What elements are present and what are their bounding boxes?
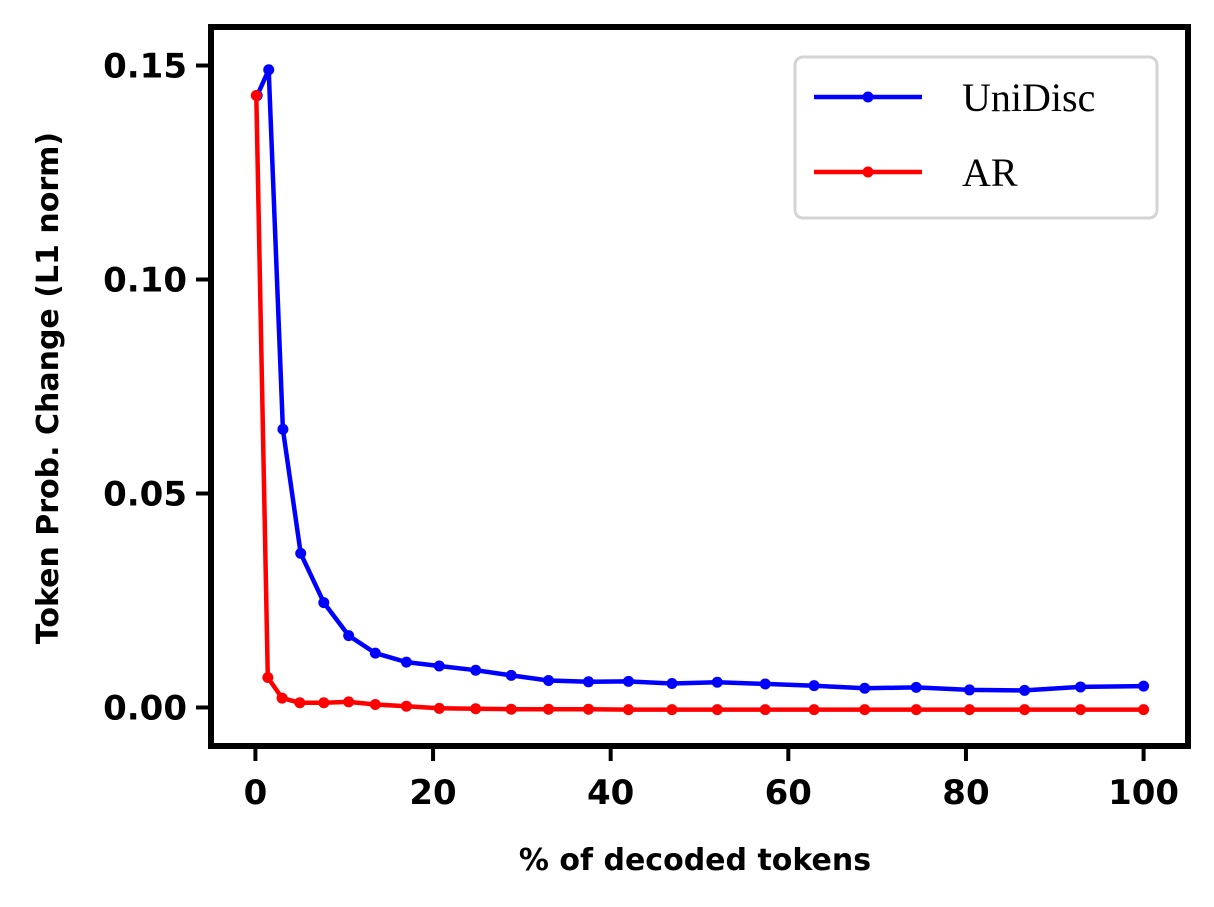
- data-point-unidisc: [295, 547, 307, 559]
- data-point-ar: [1075, 704, 1087, 716]
- data-point-ar: [910, 704, 922, 716]
- data-point-ar: [262, 672, 274, 684]
- data-point-unidisc: [964, 684, 976, 696]
- y-tick-label: 0.10: [103, 261, 187, 301]
- data-point-unidisc: [318, 597, 330, 609]
- data-point-unidisc: [582, 676, 594, 688]
- data-point-ar: [582, 703, 594, 715]
- data-point-unidisc: [263, 64, 275, 76]
- data-point-unidisc: [277, 423, 289, 435]
- data-point-ar: [505, 703, 517, 715]
- data-point-ar: [250, 89, 262, 101]
- y-tick-label: 0.00: [103, 688, 187, 728]
- data-point-unidisc: [1019, 684, 1031, 696]
- x-tick-label: 80: [942, 773, 989, 813]
- data-point-unidisc: [470, 664, 482, 676]
- data-point-ar: [470, 703, 482, 715]
- data-point-unidisc: [759, 678, 771, 690]
- data-point-unidisc: [622, 675, 634, 687]
- data-point-ar: [276, 692, 288, 704]
- x-tick-label: 60: [765, 773, 812, 813]
- data-point-unidisc: [433, 660, 445, 672]
- data-point-ar: [759, 704, 771, 716]
- y-axis-label: Token Prob. Change (L1 norm): [31, 132, 66, 644]
- data-point-unidisc: [910, 681, 922, 693]
- x-axis-label: % of decoded tokens: [519, 843, 871, 878]
- x-tick-label: 100: [1108, 773, 1179, 813]
- legend: UniDisc AR: [793, 55, 1159, 220]
- x-tick-label: 20: [409, 773, 456, 813]
- plot-area: [250, 64, 1150, 716]
- x-axis: 0 20 40 60 80 100: [244, 749, 1179, 813]
- data-point-ar: [369, 698, 381, 710]
- y-tick-label: 0.05: [103, 474, 187, 514]
- data-point-ar: [859, 704, 871, 716]
- data-point-ar: [318, 697, 330, 709]
- data-point-unidisc: [1075, 681, 1087, 693]
- data-point-ar: [711, 704, 723, 716]
- data-point-unidisc: [400, 656, 412, 668]
- data-point-unidisc: [543, 675, 555, 687]
- data-point-ar: [400, 700, 412, 712]
- data-point-unidisc: [343, 630, 355, 642]
- data-point-ar: [1019, 704, 1031, 716]
- data-point-ar: [294, 697, 306, 709]
- data-point-ar: [433, 702, 445, 714]
- data-point-unidisc: [859, 682, 871, 694]
- series-line-unidisc: [255, 67, 1144, 693]
- legend-label-ar: AR: [962, 150, 1018, 195]
- data-point-ar: [666, 704, 678, 716]
- legend-marker-ar: [862, 166, 874, 178]
- data-point-ar: [343, 696, 355, 708]
- data-point-unidisc: [666, 678, 678, 690]
- data-point-unidisc: [808, 680, 820, 692]
- legend-marker-unidisc: [862, 91, 874, 103]
- data-point-unidisc: [1138, 680, 1150, 692]
- legend-label-unidisc: UniDisc: [962, 75, 1095, 120]
- data-point-ar: [808, 704, 820, 716]
- data-point-ar: [964, 704, 976, 716]
- x-tick-label: 0: [244, 773, 268, 813]
- axes-frame: [208, 24, 1191, 749]
- data-point-ar: [543, 703, 555, 715]
- data-point-ar: [1138, 704, 1150, 716]
- data-point-unidisc: [369, 647, 381, 659]
- x-tick-label: 40: [587, 773, 634, 813]
- data-point-unidisc: [711, 676, 723, 688]
- data-point-unidisc: [505, 669, 517, 681]
- y-tick-label: 0.15: [103, 47, 187, 87]
- data-point-ar: [622, 704, 634, 716]
- y-axis: 0.00 0.05 0.10 0.15: [103, 47, 208, 728]
